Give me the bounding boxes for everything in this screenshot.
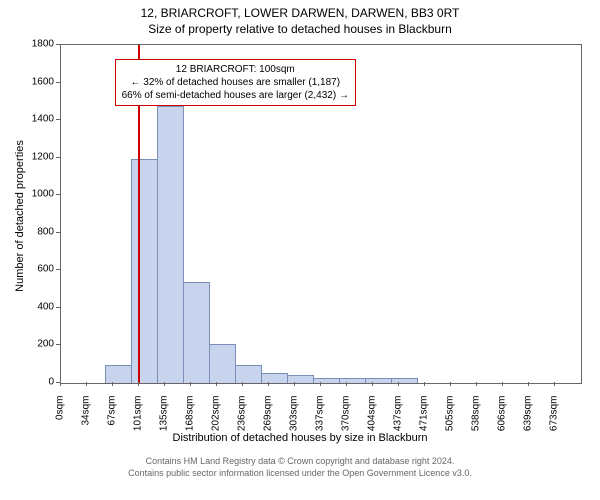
footer-line-1: Contains HM Land Registry data © Crown c… <box>0 456 600 468</box>
x-tick-label: 303sqm <box>289 396 300 436</box>
annotation-line-1: 12 BRIARCROFT: 100sqm <box>122 63 349 76</box>
x-tick-label: 135sqm <box>159 396 170 436</box>
histogram-bar <box>235 365 262 383</box>
y-tick-label: 1400 <box>26 114 54 125</box>
histogram-bar <box>287 375 314 384</box>
y-tick <box>56 307 60 308</box>
x-tick <box>190 382 191 386</box>
x-tick <box>554 382 555 386</box>
y-tick-label: 1000 <box>26 189 54 200</box>
x-tick-label: 101sqm <box>133 396 144 436</box>
y-tick <box>56 157 60 158</box>
y-tick <box>56 232 60 233</box>
titles: 12, BRIARCROFT, LOWER DARWEN, DARWEN, BB… <box>0 0 600 37</box>
histogram-bar <box>261 373 288 383</box>
histogram-bar <box>365 378 392 383</box>
y-tick <box>56 269 60 270</box>
x-tick-label: 505sqm <box>445 396 456 436</box>
y-tick-label: 0 <box>26 377 54 388</box>
y-tick-label: 600 <box>26 264 54 275</box>
x-tick-label: 337sqm <box>315 396 326 436</box>
y-tick <box>56 344 60 345</box>
y-tick-label: 200 <box>26 339 54 350</box>
histogram-bar <box>183 282 210 383</box>
x-tick-label: 606sqm <box>497 396 508 436</box>
title-line-2: Size of property relative to detached ho… <box>0 22 600 38</box>
x-tick-label: 437sqm <box>393 396 404 436</box>
y-tick-label: 1200 <box>26 151 54 162</box>
x-tick-label: 236sqm <box>237 396 248 436</box>
x-tick <box>528 382 529 386</box>
annotation-line-2: ← 32% of detached houses are smaller (1,… <box>122 76 349 89</box>
x-tick <box>320 382 321 386</box>
y-tick <box>56 194 60 195</box>
x-tick-label: 202sqm <box>211 396 222 436</box>
x-tick <box>164 382 165 386</box>
x-tick-label: 471sqm <box>419 396 430 436</box>
x-tick-label: 639sqm <box>523 396 534 436</box>
x-tick <box>60 382 61 386</box>
histogram-bar <box>209 344 236 383</box>
x-tick <box>138 382 139 386</box>
y-tick-label: 1600 <box>26 76 54 87</box>
x-tick-label: 0sqm <box>55 396 66 436</box>
y-tick-label: 800 <box>26 226 54 237</box>
x-tick-label: 168sqm <box>185 396 196 436</box>
x-tick-label: 34sqm <box>81 396 92 436</box>
histogram-bar <box>157 106 184 383</box>
x-tick <box>372 382 373 386</box>
histogram-bar <box>131 159 158 383</box>
x-tick <box>476 382 477 386</box>
title-line-1: 12, BRIARCROFT, LOWER DARWEN, DARWEN, BB… <box>0 6 600 22</box>
x-tick <box>424 382 425 386</box>
x-tick-label: 673sqm <box>549 396 560 436</box>
x-tick <box>294 382 295 386</box>
footer: Contains HM Land Registry data © Crown c… <box>0 456 600 479</box>
x-tick <box>398 382 399 386</box>
y-tick <box>56 82 60 83</box>
histogram-bar <box>313 378 340 383</box>
histogram-bar <box>339 378 366 383</box>
x-tick <box>502 382 503 386</box>
histogram-bar <box>105 365 132 383</box>
x-tick <box>112 382 113 386</box>
x-tick <box>216 382 217 386</box>
chart-container: 12, BRIARCROFT, LOWER DARWEN, DARWEN, BB… <box>0 0 600 500</box>
y-tick-label: 400 <box>26 301 54 312</box>
x-tick <box>268 382 269 386</box>
y-axis-label: Number of detached properties <box>14 136 26 296</box>
x-tick-label: 538sqm <box>471 396 482 436</box>
x-tick-label: 269sqm <box>263 396 274 436</box>
y-tick-label: 1800 <box>26 39 54 50</box>
y-tick <box>56 119 60 120</box>
histogram-bar <box>391 378 418 383</box>
x-tick <box>86 382 87 386</box>
x-tick <box>450 382 451 386</box>
annotation-box: 12 BRIARCROFT: 100sqm← 32% of detached h… <box>115 59 356 106</box>
x-tick-label: 370sqm <box>341 396 352 436</box>
x-tick-label: 67sqm <box>107 396 118 436</box>
x-tick-label: 404sqm <box>367 396 378 436</box>
footer-line-2: Contains public sector information licen… <box>0 468 600 480</box>
x-tick <box>242 382 243 386</box>
x-tick <box>346 382 347 386</box>
annotation-line-3: 66% of semi-detached houses are larger (… <box>122 89 349 102</box>
y-tick <box>56 44 60 45</box>
